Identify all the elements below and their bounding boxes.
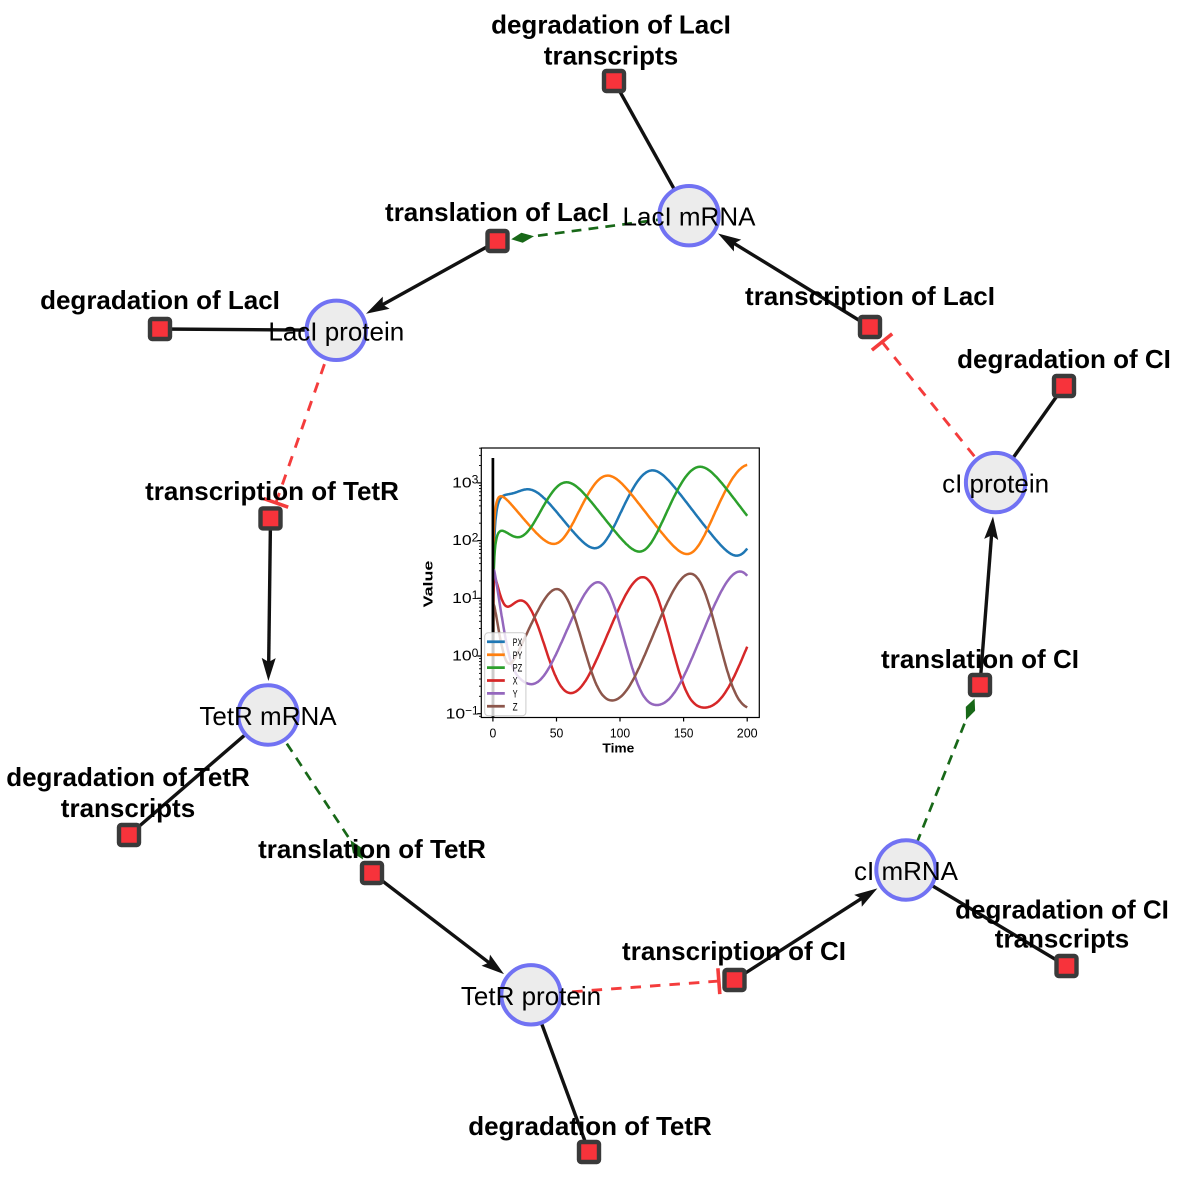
- svg-text:translation of CI: translation of CI: [881, 644, 1079, 674]
- svg-text:LacI protein: LacI protein: [268, 316, 404, 346]
- svg-text:cI mRNA: cI mRNA: [854, 856, 959, 886]
- svg-text:101: 101: [452, 588, 479, 607]
- svg-text:200: 200: [737, 725, 758, 740]
- svg-text:cI protein: cI protein: [942, 469, 1049, 499]
- svg-text:TetR protein: TetR protein: [461, 981, 601, 1011]
- svg-text:PZ: PZ: [513, 663, 523, 675]
- svg-text:translation of TetR: translation of TetR: [258, 834, 486, 864]
- svg-text:150: 150: [674, 725, 694, 740]
- svg-text:0: 0: [490, 725, 497, 740]
- svg-text:degradation of TetR: degradation of TetR: [6, 762, 250, 792]
- svg-text:LacI mRNA: LacI mRNA: [623, 202, 757, 232]
- svg-text:degradation of LacI: degradation of LacI: [491, 10, 731, 40]
- svg-text:transcription of LacI: transcription of LacI: [745, 281, 995, 311]
- svg-text:degradation of CI: degradation of CI: [957, 344, 1171, 374]
- svg-text:PY: PY: [513, 650, 523, 662]
- svg-text:transcription of TetR: transcription of TetR: [145, 476, 399, 506]
- svg-text:transcripts: transcripts: [61, 793, 195, 823]
- svg-text:degradation of LacI: degradation of LacI: [40, 285, 280, 315]
- svg-text:degradation of TetR: degradation of TetR: [468, 1111, 712, 1141]
- svg-text:100: 100: [610, 725, 630, 740]
- svg-text:102: 102: [452, 530, 479, 549]
- svg-text:103: 103: [452, 473, 479, 492]
- svg-text:transcription of CI: transcription of CI: [622, 936, 846, 966]
- svg-text:Time: Time: [602, 741, 634, 756]
- svg-text:TetR mRNA: TetR mRNA: [199, 701, 337, 731]
- svg-text:PX: PX: [513, 637, 523, 649]
- svg-text:100: 100: [452, 646, 479, 665]
- svg-text:transcripts: transcripts: [995, 924, 1129, 954]
- svg-text:Z: Z: [513, 701, 518, 713]
- svg-text:translation of LacI: translation of LacI: [385, 197, 609, 227]
- svg-text:Value: Value: [421, 561, 436, 608]
- svg-text:10−1: 10−1: [446, 704, 479, 723]
- svg-text:X: X: [513, 676, 518, 688]
- svg-text:degradation of CI: degradation of CI: [955, 895, 1169, 925]
- svg-text:50: 50: [550, 725, 564, 740]
- svg-text:transcripts: transcripts: [544, 41, 678, 71]
- svg-text:Y: Y: [513, 689, 518, 701]
